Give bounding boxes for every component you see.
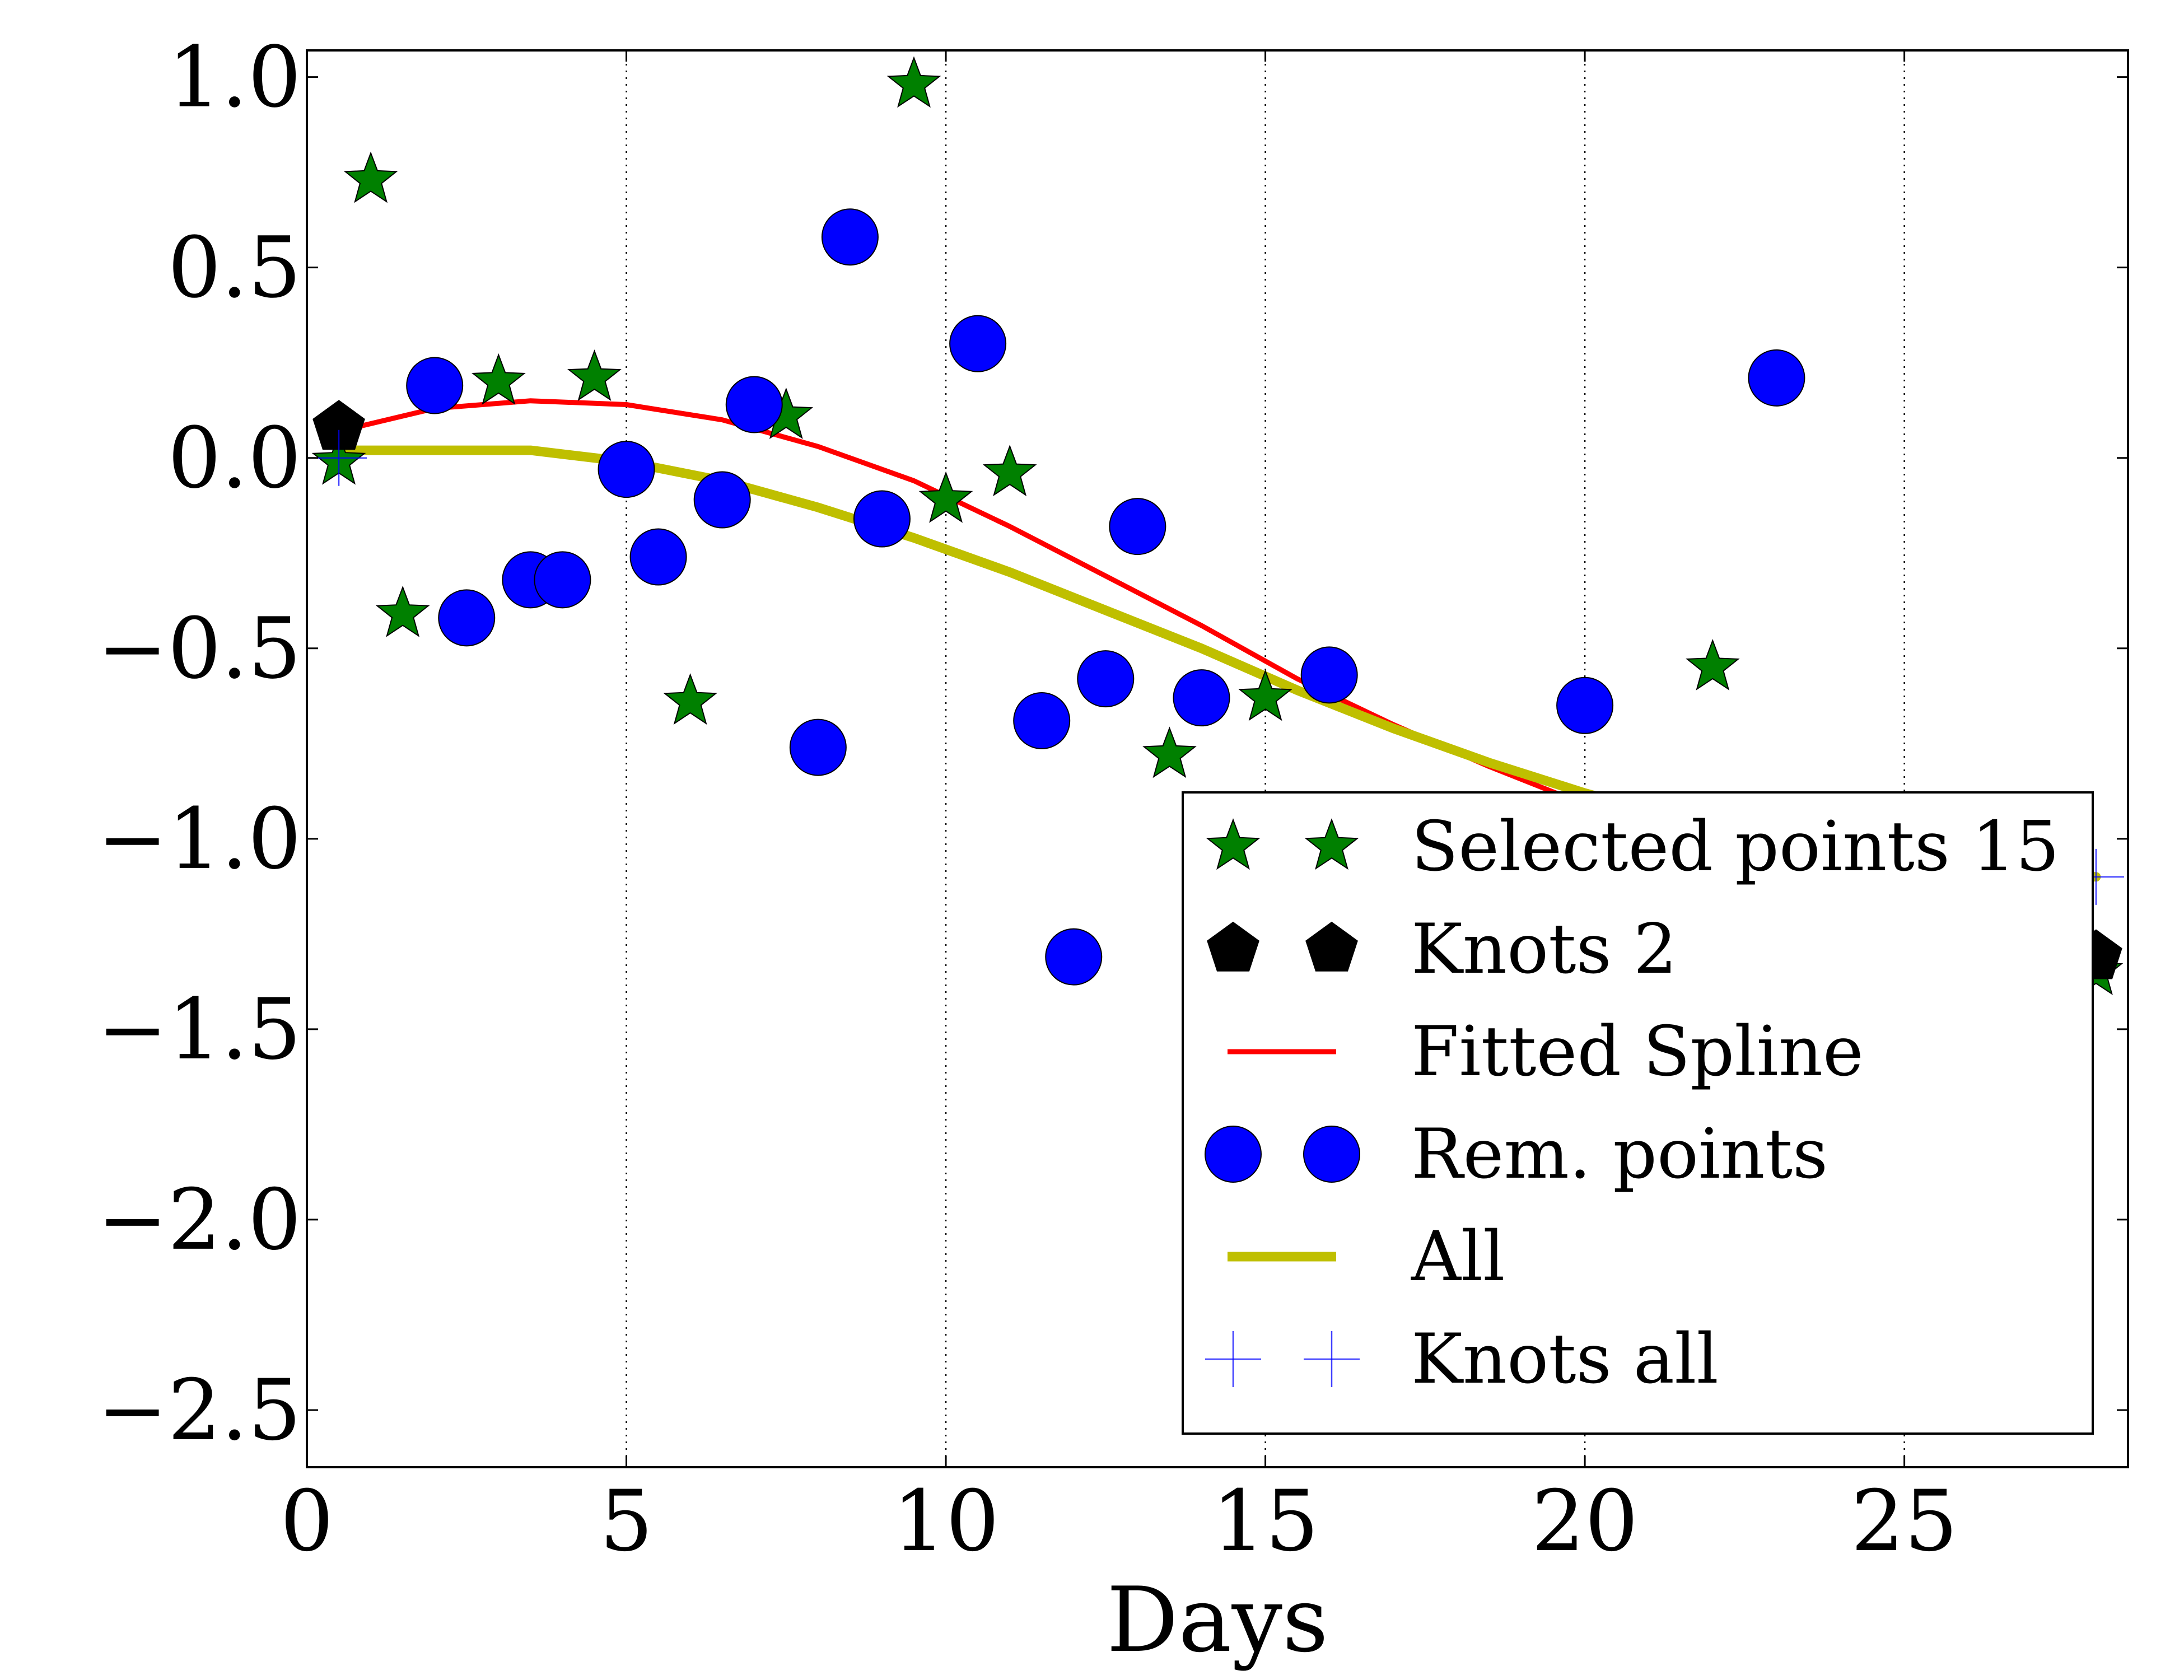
point-rem-points [949,315,1007,372]
legend-label: Knots all [1411,1319,1719,1399]
x-tick-label: 10 [893,1473,1000,1570]
x-tick-label: 5 [600,1473,653,1570]
point-rem-points [1013,692,1071,749]
y-tick-label: −2.0 [97,1172,301,1269]
point-rem-points [598,441,655,498]
legend-swatch [1206,818,1261,870]
point-rem-points [1045,928,1103,986]
point-rem-points [1556,676,1614,734]
point-rem-points [789,718,847,776]
legend-item-fitted-spline: Fitted Spline [1228,1012,1864,1092]
legend-label: All [1411,1217,1505,1297]
point-selected-points-15 [375,585,430,637]
legend-item-knots-all: Knots all [1205,1319,1719,1399]
legend-swatch [1304,1331,1360,1387]
legend-swatch [1304,818,1359,870]
x-tick-label: 0 [280,1473,333,1570]
point-selected-points-15 [663,673,718,725]
y-tick-label: 0.0 [167,410,301,507]
axis-ticks: 0 5 10 15 20 25 1.0 0.5 0.0 −0.5 −1.0 −1.5 −2.0 −2.5 [97,29,2128,1570]
point-selected-points-15 [982,445,1037,497]
point-selected-points-15 [1142,726,1197,778]
point-knots-all [311,430,367,486]
point-rem-points [534,551,591,609]
y-tick-label: 0.5 [167,220,301,317]
x-tick-label: 25 [1851,1473,1958,1570]
plot-series [311,56,2124,996]
point-rem-points [438,589,496,647]
y-tick-label: −1.0 [97,791,301,888]
legend-label: Knots 2 [1411,909,1677,990]
point-selected-points-15 [567,349,622,402]
point-rem-points [1109,498,1166,556]
point-rem-points [853,490,911,548]
x-tick-label: 20 [1532,1473,1639,1570]
legend-swatch [1305,921,1358,972]
y-tick-label: 1.0 [167,29,301,127]
legend-item-selected-points-15: Selected points 15 [1206,807,2060,887]
legend-item-knots-2: Knots 2 [1207,909,1677,990]
legend-label: Selected points 15 [1411,807,2060,887]
x-tick-label: 15 [1212,1473,1319,1570]
x-axis-title: Days [1107,1567,1328,1672]
legend-swatch [1205,1331,1261,1387]
point-rem-points [1748,349,1805,407]
legend-box [1182,791,2094,1435]
point-rem-points [821,208,879,266]
plot-frame [306,49,2129,1468]
legend-label: Rem. points [1411,1114,1828,1194]
grid-lines [626,50,1905,1467]
legend-swatch [1205,1126,1262,1183]
point-selected-points-15 [343,151,398,203]
point-selected-points-15 [886,56,941,108]
y-tick-label: −1.5 [97,981,301,1079]
point-selected-points-15 [1238,669,1292,721]
point-rem-points [725,376,783,433]
y-tick-label: −0.5 [97,600,301,698]
y-tick-label: −2.5 [97,1362,301,1459]
legend-swatch [1303,1126,1360,1183]
point-selected-points-15 [471,353,526,405]
point-rem-points [1077,650,1135,708]
legend-label: Fitted Spline [1411,1012,1864,1092]
point-selected-points-15 [1685,638,1740,690]
point-selected-points-15 [918,471,973,523]
point-rem-points [629,528,687,586]
legend-item-rem-points: Rem. points [1205,1114,1828,1194]
point-rem-points [1300,646,1358,704]
point-rem-points [406,357,464,414]
point-rem-points [693,471,751,529]
legend-swatch [1207,921,1259,972]
legend-item-all: All [1228,1217,1505,1297]
legend: Selected points 15 Knots 2 Fitted Spline Re… [1182,791,2094,1435]
point-rem-points [1173,669,1230,727]
